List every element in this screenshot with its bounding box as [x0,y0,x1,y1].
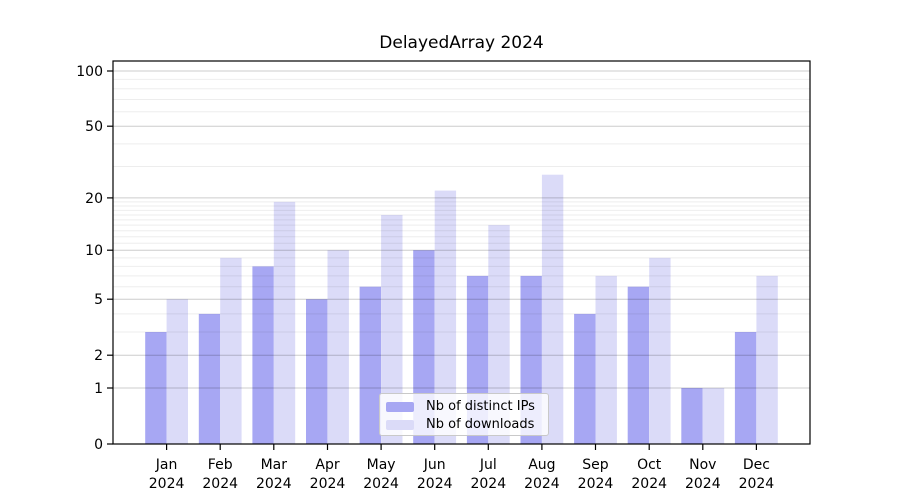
x-axis: Jan 2024 Feb 2024 Mar 2024 Apr 2024 May 2024 Jun 20… [149,444,775,492]
bar-downloads-feb [220,257,242,444]
y-major-gridlines [113,70,810,389]
chart-title: DelayedArray 2024 [379,33,544,53]
legend-swatch-downloads [386,420,414,430]
x-tick-label-year: 2024 [363,476,399,492]
y-tick-label: 50 [85,119,103,135]
y-tick-label: 1 [94,381,103,397]
x-tick-label-year: 2024 [578,476,614,492]
y-tick-label: 100 [76,64,103,80]
bar-downloads-jun [434,190,457,444]
x-tick-label-month: Jan [155,457,178,473]
legend-label-distinct-ips: Nb of distinct IPs [426,399,535,414]
legend-item-distinct-ips: Nb of distinct IPs [386,399,548,415]
x-tick-label-month: Oct [637,457,662,473]
x-tick-label-month: Jun [423,457,446,473]
x-tick-label-year: 2024 [470,476,506,492]
y-minor-gridlines [113,78,810,333]
x-tick-label-month: Apr [315,457,339,473]
legend-swatch-distinct-ips [386,402,414,412]
x-tick-label-year: 2024 [417,476,453,492]
bar-distinct-ips-dec [734,332,757,444]
bar-distinct-ips-may [359,286,381,444]
bar-distinct-ips-mar [252,266,274,444]
bar-downloads-may [381,215,403,444]
bar-distinct-ips-nov [681,388,703,444]
bar-downloads-sep [595,275,617,444]
y-tick-label: 0 [94,437,103,453]
bar-distinct-ips-oct [627,286,650,444]
bar-downloads-nov [702,388,725,444]
plot-border [112,60,811,445]
bar-downloads-aug [541,174,564,444]
x-tick-label-month: Mar [261,457,288,473]
bar-distinct-ips-feb [198,313,221,444]
x-tick-label-year: 2024 [631,476,667,492]
x-tick-label-month: Feb [208,457,233,473]
y-tick-label: 20 [85,191,103,207]
x-tick-label-year: 2024 [524,476,560,492]
x-tick-label-year: 2024 [202,476,238,492]
bar-downloads-oct [649,257,671,444]
x-tick-label-month: Aug [528,457,555,473]
x-tick-label-month: Dec [743,457,770,473]
bar-downloads-jul [488,225,510,444]
x-tick-label-year: 2024 [149,476,185,492]
x-tick-label-month: Nov [689,457,716,473]
x-tick-label-year: 2024 [256,476,292,492]
bar-downloads-mar [273,201,296,444]
y-axis: 0 1 2 5 10 20 50 100 [76,64,113,453]
x-tick-label-year: 2024 [310,476,346,492]
x-tick-label-month: May [367,457,396,473]
bar-distinct-ips-jan [145,332,167,444]
bar-distinct-ips-sep [574,313,596,444]
x-tick-label-year: 2024 [685,476,721,492]
y-tick-label: 2 [94,348,103,364]
legend-label-downloads: Nb of downloads [426,417,535,432]
legend-item-downloads: Nb of downloads [386,417,548,433]
bar-downloads-jan [166,299,188,444]
bar-downloads-dec [756,275,778,444]
bar-downloads-apr [327,250,349,444]
x-tick-label-year: 2024 [739,476,775,492]
y-tick-label: 5 [94,292,103,308]
y-tick-label: 10 [85,243,103,259]
x-tick-label-month: Jul [479,457,497,473]
bar-distinct-ips-apr [306,299,328,444]
legend: Nb of distinct IPs Nb of downloads [379,393,549,436]
x-tick-label-month: Sep [582,457,609,473]
